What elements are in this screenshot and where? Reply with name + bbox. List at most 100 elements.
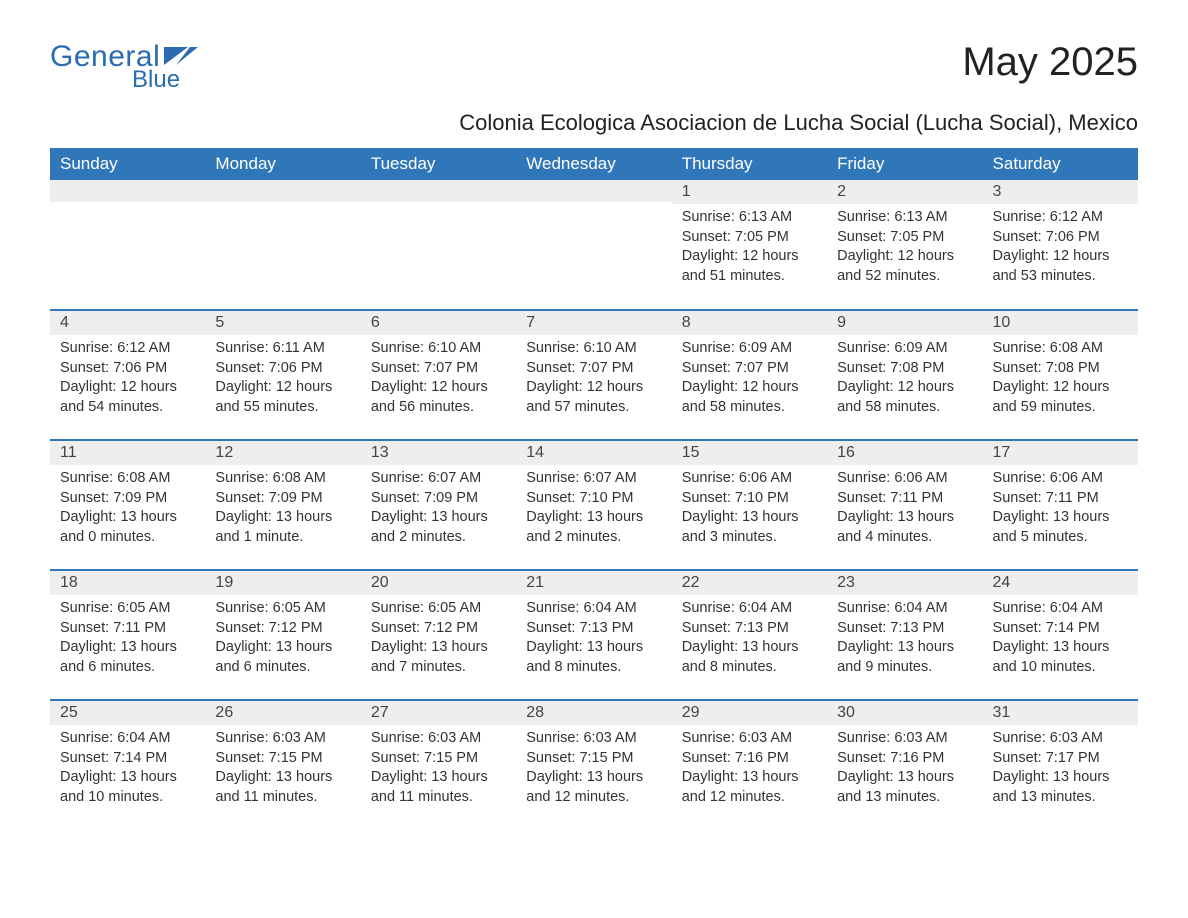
daylight-line2: and 59 minutes.	[993, 398, 1128, 418]
sunrise-text: Sunrise: 6:03 AM	[837, 729, 972, 749]
calendar-cell: 12Sunrise: 6:08 AMSunset: 7:09 PMDayligh…	[205, 440, 360, 570]
sunrise-text: Sunrise: 6:04 AM	[837, 599, 972, 619]
sunrise-text: Sunrise: 6:09 AM	[837, 339, 972, 359]
calendar-cell: 3Sunrise: 6:12 AMSunset: 7:06 PMDaylight…	[983, 180, 1138, 310]
sunrise-text: Sunrise: 6:05 AM	[371, 599, 506, 619]
day-number-empty	[361, 180, 516, 202]
weekday-sunday: Sunday	[50, 148, 205, 180]
sunset-text: Sunset: 7:15 PM	[526, 749, 661, 769]
daylight-line1: Daylight: 13 hours	[993, 768, 1128, 788]
daylight-line2: and 58 minutes.	[837, 398, 972, 418]
daylight-line2: and 53 minutes.	[993, 267, 1128, 287]
daylight-line2: and 0 minutes.	[60, 528, 195, 548]
sunrise-text: Sunrise: 6:03 AM	[682, 729, 817, 749]
sunrise-text: Sunrise: 6:05 AM	[60, 599, 195, 619]
weekday-monday: Monday	[205, 148, 360, 180]
day-number: 12	[205, 441, 360, 465]
calendar-cell: 18Sunrise: 6:05 AMSunset: 7:11 PMDayligh…	[50, 570, 205, 700]
sunset-text: Sunset: 7:10 PM	[682, 489, 817, 509]
daylight-line1: Daylight: 13 hours	[682, 768, 817, 788]
daylight-line1: Daylight: 12 hours	[682, 247, 817, 267]
sunset-text: Sunset: 7:11 PM	[993, 489, 1128, 509]
day-details: Sunrise: 6:09 AMSunset: 7:08 PMDaylight:…	[827, 335, 982, 425]
sunrise-text: Sunrise: 6:08 AM	[215, 469, 350, 489]
calendar-cell: 13Sunrise: 6:07 AMSunset: 7:09 PMDayligh…	[361, 440, 516, 570]
sunrise-text: Sunrise: 6:08 AM	[993, 339, 1128, 359]
sunset-text: Sunset: 7:15 PM	[371, 749, 506, 769]
day-number: 7	[516, 311, 671, 335]
calendar-week-row: 25Sunrise: 6:04 AMSunset: 7:14 PMDayligh…	[50, 700, 1138, 830]
day-details: Sunrise: 6:13 AMSunset: 7:05 PMDaylight:…	[827, 204, 982, 294]
sunrise-text: Sunrise: 6:06 AM	[682, 469, 817, 489]
day-number: 27	[361, 701, 516, 725]
day-details: Sunrise: 6:07 AMSunset: 7:10 PMDaylight:…	[516, 465, 671, 555]
day-details: Sunrise: 6:09 AMSunset: 7:07 PMDaylight:…	[672, 335, 827, 425]
day-number: 23	[827, 571, 982, 595]
calendar-cell: 10Sunrise: 6:08 AMSunset: 7:08 PMDayligh…	[983, 310, 1138, 440]
daylight-line1: Daylight: 13 hours	[837, 638, 972, 658]
sunset-text: Sunset: 7:12 PM	[215, 619, 350, 639]
daylight-line2: and 57 minutes.	[526, 398, 661, 418]
sunrise-text: Sunrise: 6:08 AM	[60, 469, 195, 489]
day-number: 1	[672, 180, 827, 204]
day-number: 21	[516, 571, 671, 595]
daylight-line2: and 11 minutes.	[371, 788, 506, 808]
daylight-line2: and 2 minutes.	[526, 528, 661, 548]
sunset-text: Sunset: 7:10 PM	[526, 489, 661, 509]
sunset-text: Sunset: 7:08 PM	[993, 359, 1128, 379]
daylight-line1: Daylight: 13 hours	[682, 508, 817, 528]
day-details: Sunrise: 6:03 AMSunset: 7:17 PMDaylight:…	[983, 725, 1138, 815]
page-title: May 2025	[962, 40, 1138, 85]
day-number: 11	[50, 441, 205, 465]
day-details: Sunrise: 6:08 AMSunset: 7:09 PMDaylight:…	[205, 465, 360, 555]
sunrise-text: Sunrise: 6:12 AM	[60, 339, 195, 359]
day-details: Sunrise: 6:06 AMSunset: 7:11 PMDaylight:…	[827, 465, 982, 555]
daylight-line1: Daylight: 13 hours	[837, 508, 972, 528]
day-number-empty	[205, 180, 360, 202]
daylight-line2: and 54 minutes.	[60, 398, 195, 418]
daylight-line1: Daylight: 13 hours	[371, 638, 506, 658]
sunset-text: Sunset: 7:17 PM	[993, 749, 1128, 769]
daylight-line2: and 6 minutes.	[215, 658, 350, 678]
day-details: Sunrise: 6:13 AMSunset: 7:05 PMDaylight:…	[672, 204, 827, 294]
sunset-text: Sunset: 7:11 PM	[837, 489, 972, 509]
location-subtitle: Colonia Ecologica Asociacion de Lucha So…	[50, 110, 1138, 136]
sunrise-text: Sunrise: 6:13 AM	[682, 208, 817, 228]
daylight-line2: and 4 minutes.	[837, 528, 972, 548]
sunset-text: Sunset: 7:14 PM	[60, 749, 195, 769]
daylight-line2: and 13 minutes.	[993, 788, 1128, 808]
weekday-saturday: Saturday	[983, 148, 1138, 180]
calendar-cell: 9Sunrise: 6:09 AMSunset: 7:08 PMDaylight…	[827, 310, 982, 440]
daylight-line1: Daylight: 12 hours	[682, 378, 817, 398]
day-details: Sunrise: 6:10 AMSunset: 7:07 PMDaylight:…	[516, 335, 671, 425]
day-number: 26	[205, 701, 360, 725]
sunrise-text: Sunrise: 6:06 AM	[993, 469, 1128, 489]
daylight-line2: and 52 minutes.	[837, 267, 972, 287]
calendar-cell: 1Sunrise: 6:13 AMSunset: 7:05 PMDaylight…	[672, 180, 827, 310]
day-number: 16	[827, 441, 982, 465]
calendar-cell: 27Sunrise: 6:03 AMSunset: 7:15 PMDayligh…	[361, 700, 516, 830]
day-number: 13	[361, 441, 516, 465]
day-number: 3	[983, 180, 1138, 204]
day-details: Sunrise: 6:04 AMSunset: 7:14 PMDaylight:…	[50, 725, 205, 815]
daylight-line2: and 8 minutes.	[682, 658, 817, 678]
sunrise-text: Sunrise: 6:04 AM	[526, 599, 661, 619]
sunset-text: Sunset: 7:05 PM	[682, 228, 817, 248]
sunset-text: Sunset: 7:07 PM	[682, 359, 817, 379]
day-details: Sunrise: 6:08 AMSunset: 7:08 PMDaylight:…	[983, 335, 1138, 425]
day-details: Sunrise: 6:03 AMSunset: 7:15 PMDaylight:…	[361, 725, 516, 815]
weekday-thursday: Thursday	[672, 148, 827, 180]
calendar-cell: 15Sunrise: 6:06 AMSunset: 7:10 PMDayligh…	[672, 440, 827, 570]
day-number: 28	[516, 701, 671, 725]
daylight-line1: Daylight: 13 hours	[993, 638, 1128, 658]
day-details: Sunrise: 6:10 AMSunset: 7:07 PMDaylight:…	[361, 335, 516, 425]
sunrise-text: Sunrise: 6:04 AM	[60, 729, 195, 749]
sunset-text: Sunset: 7:06 PM	[215, 359, 350, 379]
day-details: Sunrise: 6:05 AMSunset: 7:12 PMDaylight:…	[361, 595, 516, 685]
daylight-line1: Daylight: 13 hours	[526, 508, 661, 528]
daylight-line1: Daylight: 13 hours	[682, 638, 817, 658]
daylight-line2: and 8 minutes.	[526, 658, 661, 678]
sunrise-text: Sunrise: 6:06 AM	[837, 469, 972, 489]
day-details: Sunrise: 6:06 AMSunset: 7:11 PMDaylight:…	[983, 465, 1138, 555]
day-details: Sunrise: 6:03 AMSunset: 7:16 PMDaylight:…	[672, 725, 827, 815]
